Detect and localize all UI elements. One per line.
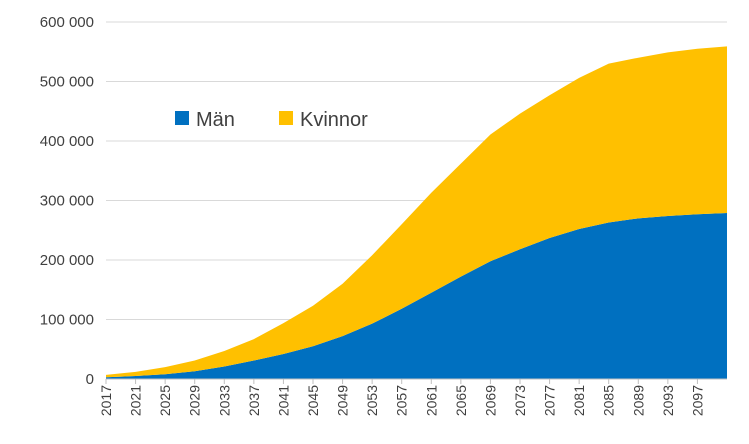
- x-tick-label-13: 2069: [482, 385, 498, 416]
- area-series-0: [106, 213, 727, 379]
- x-tick-label-18: 2089: [630, 385, 646, 416]
- x-tick-label-1: 2021: [128, 385, 144, 416]
- x-tick-label-0: 2017: [98, 385, 114, 416]
- y-tick-label-6: 600 000: [40, 14, 94, 31]
- x-tick-label-12: 2065: [453, 385, 469, 416]
- x-tick-label-6: 2041: [275, 385, 291, 416]
- y-axis-ticks: 0 100 000 200 000 300 000 400 000 500 000 600 …: [40, 14, 94, 388]
- x-tick-label-8: 2049: [335, 385, 351, 416]
- y-tick-label-5: 500 000: [40, 74, 94, 91]
- y-tick-label-0: 0: [86, 371, 94, 388]
- x-tick-label-19: 2093: [660, 385, 676, 416]
- legend: Män Kvinnor: [175, 109, 368, 131]
- y-tick-label-2: 200 000: [40, 252, 94, 269]
- y-tick-label-4: 400 000: [40, 133, 94, 150]
- x-tick-label-16: 2081: [571, 385, 587, 416]
- x-tick-label-15: 2077: [542, 385, 558, 416]
- x-tick-label-2: 2025: [157, 385, 173, 416]
- legend-swatch-man: [175, 111, 189, 125]
- x-tick-label-4: 2033: [216, 385, 232, 416]
- x-tick-label-17: 2085: [601, 385, 617, 416]
- legend-label-man: Män: [196, 109, 235, 131]
- area-series-1: [106, 46, 727, 378]
- x-tick-label-5: 2037: [246, 385, 262, 416]
- y-tick-label-3: 300 000: [40, 193, 94, 210]
- x-tick-label-20: 2097: [689, 385, 705, 416]
- legend-swatch-kvinnor: [279, 111, 293, 125]
- y-tick-label-1: 100 000: [40, 312, 94, 329]
- x-axis-ticks: 2017 2021 2025 2029 2033 2037 2041 2045 2049 2053…: [98, 379, 705, 416]
- x-tick-label-11: 2061: [423, 385, 439, 416]
- x-tick-label-10: 2057: [394, 385, 410, 416]
- x-tick-label-14: 2073: [512, 385, 528, 416]
- area-series: [106, 46, 727, 379]
- legend-label-kvinnor: Kvinnor: [300, 109, 368, 131]
- x-tick-label-9: 2053: [364, 385, 380, 416]
- x-tick-label-3: 2029: [187, 385, 203, 416]
- x-tick-label-7: 2045: [305, 385, 321, 416]
